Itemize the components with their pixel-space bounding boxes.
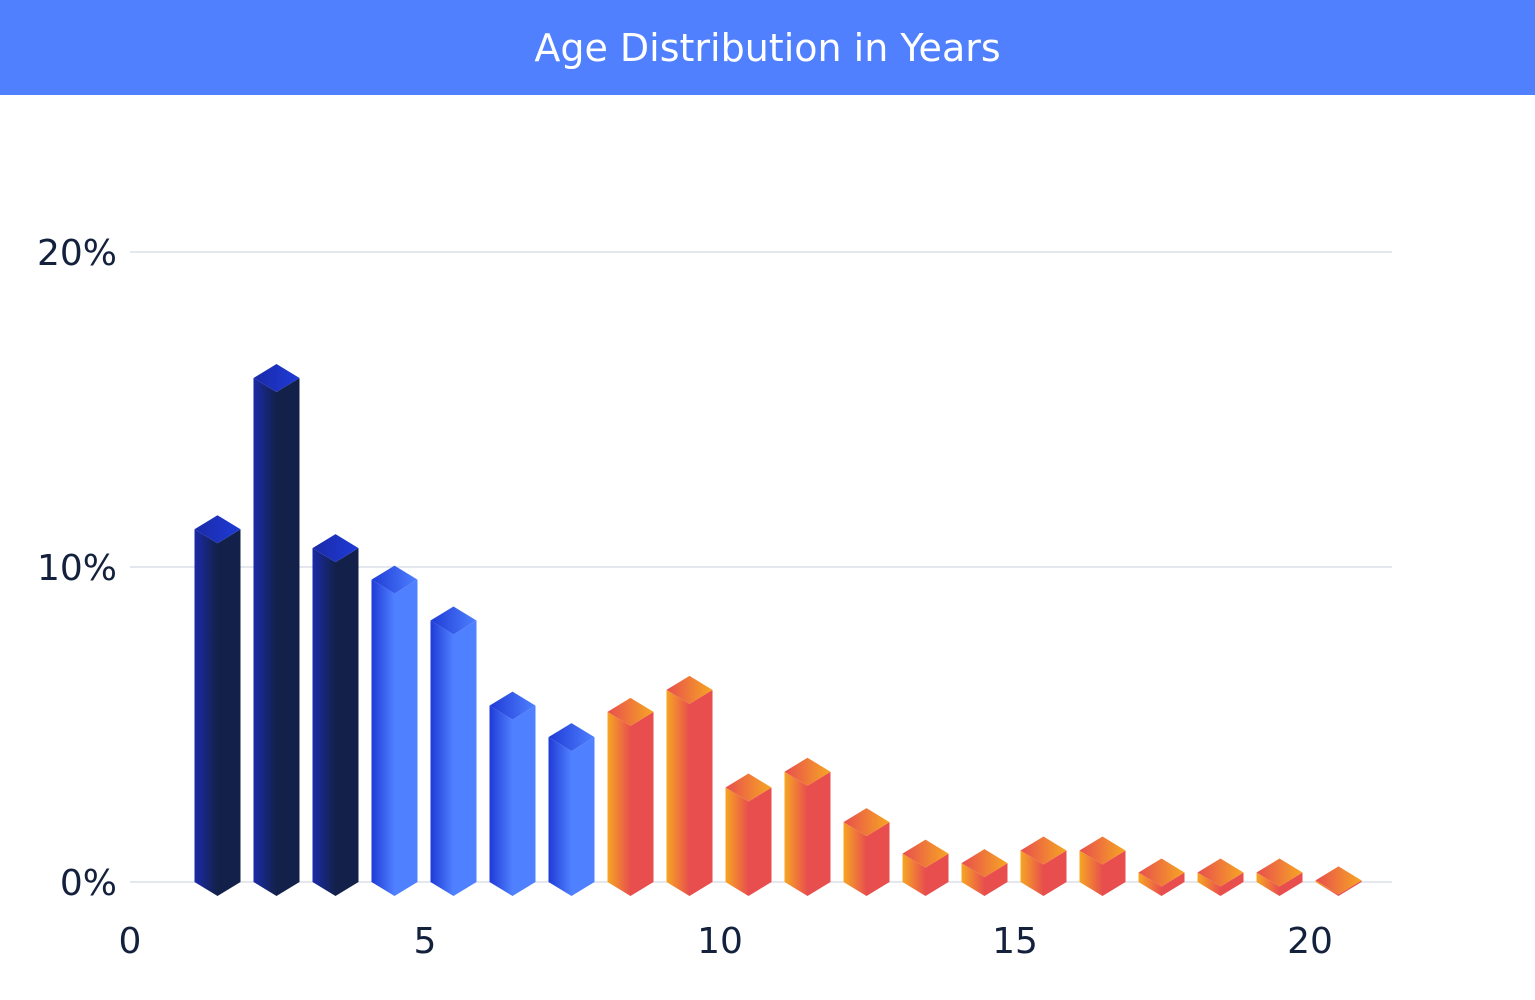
bar-top-cap xyxy=(1138,858,1185,887)
y-tick-label: 20% xyxy=(37,233,117,274)
y-axis-ticks: 0% 10% 20% xyxy=(37,233,117,904)
bar xyxy=(843,808,890,896)
bar xyxy=(1256,858,1303,896)
bar-top-cap xyxy=(607,697,654,726)
y-tick-label: 10% xyxy=(37,548,117,589)
bar-left-face xyxy=(548,737,572,896)
bar-left-face xyxy=(1079,850,1103,896)
bar-left-face xyxy=(666,689,690,896)
bar-left-face xyxy=(725,787,749,896)
bar-left-face xyxy=(784,771,808,896)
bar-right-face xyxy=(335,548,359,896)
bar xyxy=(430,606,477,896)
bar-left-face xyxy=(253,378,277,896)
bar-right-face xyxy=(1161,872,1185,896)
bar xyxy=(784,757,831,896)
bar-right-face xyxy=(276,378,300,896)
x-tick-label: 15 xyxy=(992,921,1038,962)
x-tick-label: 0 xyxy=(119,921,142,962)
bar-right-face xyxy=(866,822,890,896)
bar-top-cap xyxy=(666,675,713,704)
bar-top-cap xyxy=(1256,858,1303,887)
bar-right-face xyxy=(984,863,1008,896)
bar-right-face xyxy=(571,737,595,896)
bar xyxy=(666,675,713,896)
bar xyxy=(1020,836,1067,896)
bar-left-face xyxy=(371,579,395,896)
bar xyxy=(253,364,300,896)
bar-right-face xyxy=(807,771,831,896)
bar-left-face xyxy=(1256,872,1280,896)
bar-right-face xyxy=(689,689,713,896)
y-tick-label: 0% xyxy=(60,863,117,904)
chart-title: Age Distribution in Years xyxy=(534,25,1001,70)
bar-right-face xyxy=(453,620,477,896)
bar-top-cap xyxy=(1197,858,1244,887)
bar-left-face xyxy=(1315,880,1339,896)
bar-top-cap xyxy=(548,723,595,752)
bar-right-face xyxy=(394,579,418,896)
bar xyxy=(194,515,241,896)
bar-top-cap xyxy=(489,691,536,720)
bar xyxy=(902,839,949,896)
x-axis-ticks: 0 5 10 15 20 xyxy=(119,921,1333,962)
bar xyxy=(961,849,1008,896)
x-tick-label: 10 xyxy=(697,921,743,962)
bar-right-face xyxy=(1043,850,1067,896)
bar xyxy=(725,773,772,896)
bar-right-face xyxy=(1102,850,1126,896)
bar xyxy=(548,723,595,896)
bar-right-face xyxy=(1220,872,1244,896)
bar-top-cap xyxy=(253,364,300,392)
bar-right-face xyxy=(1338,880,1362,896)
bar-top-cap xyxy=(725,773,772,802)
bar-top-cap xyxy=(902,839,949,868)
bar-top-cap xyxy=(430,606,477,635)
bar xyxy=(489,691,536,896)
bar-left-face xyxy=(1020,850,1044,896)
bar xyxy=(312,534,359,896)
bar-left-face xyxy=(489,705,513,896)
bar-right-face xyxy=(1279,872,1303,896)
bar-left-face xyxy=(961,863,985,896)
bar-right-face xyxy=(925,853,949,896)
bars xyxy=(194,364,1362,896)
bar-top-cap xyxy=(1079,836,1126,865)
bar-top-cap xyxy=(961,849,1008,878)
bar-right-face xyxy=(512,705,536,896)
bar-top-cap xyxy=(312,534,359,563)
bar-left-face xyxy=(1138,872,1162,896)
bar-left-face xyxy=(607,711,631,896)
bar xyxy=(607,697,654,896)
bar-top-cap xyxy=(371,565,418,594)
x-tick-label: 20 xyxy=(1287,921,1333,962)
chart-title-bar: Age Distribution in Years xyxy=(0,0,1535,95)
bar-right-face xyxy=(748,787,772,896)
bar-left-face xyxy=(902,853,926,896)
bar-top-cap xyxy=(194,515,241,544)
bar-top-cap xyxy=(1315,866,1362,895)
bar-right-face xyxy=(630,711,654,896)
bar xyxy=(1138,858,1185,896)
bar-top-cap xyxy=(843,808,890,837)
bar-left-face xyxy=(312,548,336,896)
bar xyxy=(1197,858,1244,896)
bar-left-face xyxy=(843,822,867,896)
bar-top-cap xyxy=(1020,836,1067,865)
bar xyxy=(371,565,418,896)
bar-left-face xyxy=(1197,872,1221,896)
bar xyxy=(1079,836,1126,896)
bar xyxy=(1315,866,1362,896)
bar-right-face xyxy=(217,529,241,896)
bar-left-face xyxy=(430,620,454,896)
bar-left-face xyxy=(194,529,218,896)
bar-top-cap xyxy=(784,757,831,786)
x-tick-label: 5 xyxy=(414,921,437,962)
